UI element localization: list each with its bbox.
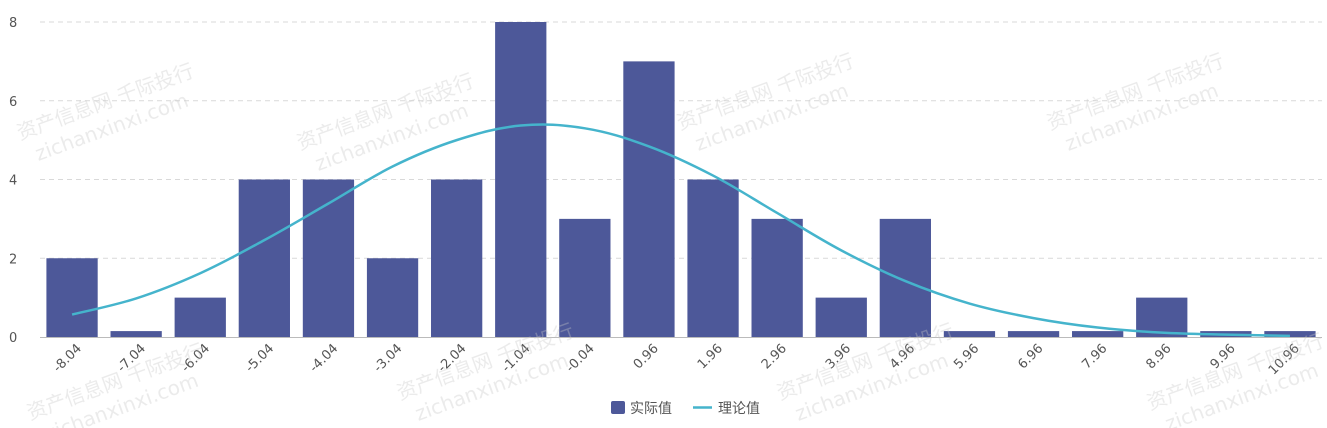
bar[interactable] bbox=[751, 218, 803, 337]
x-tick-label: -4.04 bbox=[307, 341, 341, 375]
x-tick-label: 5.96 bbox=[951, 341, 982, 372]
y-tick-label: 2 bbox=[9, 252, 17, 267]
x-tick-label: 1.96 bbox=[695, 341, 726, 372]
bar[interactable] bbox=[174, 297, 226, 337]
legend-bar-label[interactable]: 实际值 bbox=[630, 401, 672, 417]
x-axis-ticks: -8.04 -7.04 -6.04 -5.04 -4.04 -3.04 -2.04 -1.04… bbox=[50, 341, 1302, 378]
bar[interactable] bbox=[1072, 331, 1124, 337]
bar[interactable] bbox=[1007, 331, 1060, 337]
x-tick-label: -8.04 bbox=[50, 341, 84, 375]
legend: 实际值 理论值 bbox=[611, 401, 760, 417]
line-series bbox=[71, 123, 1290, 338]
legend-bar-swatch[interactable] bbox=[611, 401, 625, 414]
bar[interactable] bbox=[366, 258, 419, 337]
bar[interactable] bbox=[46, 258, 98, 337]
bar[interactable] bbox=[559, 218, 611, 337]
bar[interactable] bbox=[1264, 331, 1316, 337]
bar[interactable] bbox=[687, 179, 739, 338]
x-tick-label: -5.04 bbox=[243, 341, 277, 375]
x-tick-label: 7.96 bbox=[1079, 341, 1110, 372]
bar[interactable] bbox=[302, 179, 355, 338]
x-tick-label: 0.96 bbox=[631, 341, 662, 372]
bar[interactable] bbox=[431, 179, 483, 338]
y-tick-label: 4 bbox=[9, 174, 17, 189]
y-tick-label: 6 bbox=[9, 95, 17, 110]
bar[interactable] bbox=[815, 297, 867, 337]
legend-line-label[interactable]: 理论值 bbox=[718, 401, 760, 417]
bar[interactable] bbox=[623, 61, 675, 337]
y-tick-label: 0 bbox=[9, 331, 17, 346]
y-axis-ticks: 0 2 4 6 8 bbox=[9, 16, 17, 346]
bar-series bbox=[46, 22, 1316, 338]
x-tick-label: 6.96 bbox=[1015, 341, 1046, 372]
bar[interactable] bbox=[879, 218, 931, 337]
x-tick-label: 8.96 bbox=[1143, 341, 1174, 372]
x-tick-label: 2.96 bbox=[759, 341, 790, 372]
x-tick-label: -3.04 bbox=[371, 341, 405, 375]
y-tick-label: 8 bbox=[9, 16, 17, 31]
grid-lines bbox=[40, 21, 1322, 259]
bar[interactable] bbox=[495, 22, 547, 337]
bar[interactable] bbox=[110, 331, 162, 337]
theory-line[interactable] bbox=[71, 123, 1290, 338]
bar[interactable] bbox=[238, 179, 290, 338]
bar[interactable] bbox=[943, 331, 996, 337]
